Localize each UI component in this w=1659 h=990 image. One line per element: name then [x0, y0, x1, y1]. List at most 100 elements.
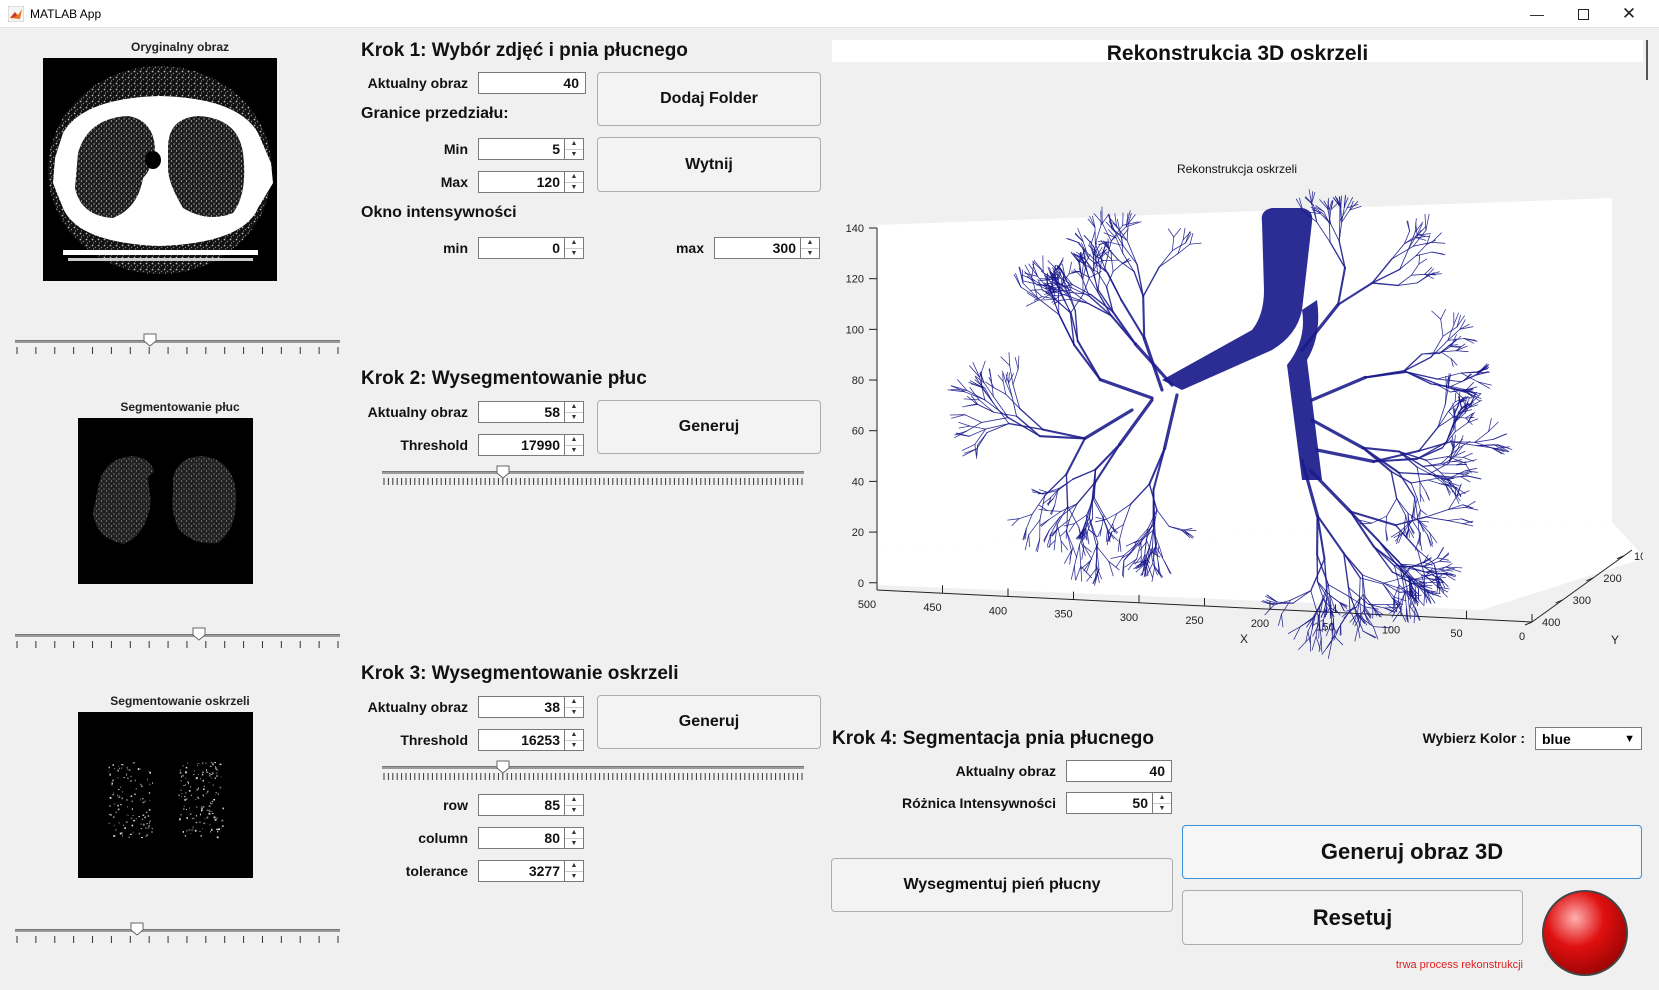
spin-down-icon[interactable]: ▼	[570, 872, 578, 880]
column-value[interactable]: 80	[478, 827, 564, 849]
spin-up-icon[interactable]: ▲	[565, 402, 583, 413]
row-value[interactable]: 85	[478, 794, 564, 816]
column-spinner[interactable]: 80 ▲ ▼	[478, 827, 584, 849]
bronchi-image-slider[interactable]	[15, 919, 340, 949]
spin-up-icon[interactable]: ▲	[565, 139, 583, 150]
bronchi-pixel	[131, 824, 134, 827]
slider-thumb[interactable]	[496, 760, 510, 774]
slider-thumb[interactable]	[130, 922, 144, 936]
cut-button[interactable]: Wytnij	[597, 137, 821, 192]
bronchus-branch	[1454, 398, 1464, 403]
bronchi-pixel	[216, 817, 218, 819]
step3-generate-button[interactable]: Generuj	[597, 695, 821, 749]
bronchus-branch	[1437, 411, 1449, 428]
tolerance-value[interactable]: 3277	[478, 860, 564, 882]
step2-generate-button[interactable]: Generuj	[597, 400, 821, 454]
bronchus-branch	[1147, 563, 1153, 578]
add-folder-button[interactable]: Dodaj Folder	[597, 72, 821, 126]
max-spinner[interactable]: 120 ▲ ▼	[478, 171, 584, 193]
slider-thumb[interactable]	[143, 333, 157, 347]
bronchi-pixel	[117, 777, 119, 779]
close-button[interactable]: ✕	[1606, 0, 1652, 28]
original-image-slider[interactable]	[15, 330, 340, 360]
spin-up-icon[interactable]: ▲	[565, 730, 583, 741]
reset-button[interactable]: Resetuj	[1182, 890, 1523, 945]
tolerance-spinner[interactable]: 3277 ▲ ▼	[478, 860, 584, 882]
maximize-button[interactable]	[1560, 0, 1606, 28]
lungs-image-slider[interactable]	[15, 624, 340, 654]
bronchus-branch	[1011, 396, 1017, 417]
bronchus-branch	[1440, 351, 1452, 360]
slider-thumb[interactable]	[496, 465, 510, 479]
max-value[interactable]: 120	[478, 171, 564, 193]
spin-up-icon[interactable]: ▲	[565, 238, 583, 249]
spin-down-icon[interactable]: ▼	[570, 839, 578, 847]
bronchi-pixel	[141, 785, 143, 787]
window-min-spinner[interactable]: 0 ▲ ▼	[478, 237, 584, 259]
generate-3d-button[interactable]: Generuj obraz 3D	[1182, 825, 1642, 879]
spin-down-icon[interactable]: ▼	[570, 741, 578, 749]
spin-down-icon[interactable]: ▼	[570, 446, 578, 454]
bronchi-pixel	[201, 773, 204, 776]
step3-current-spinner[interactable]: 38 ▲ ▼	[478, 696, 584, 718]
step3-current-value[interactable]: 38	[478, 696, 564, 718]
step3-threshold-value[interactable]: 16253	[478, 729, 564, 751]
bronchus-branch	[969, 365, 981, 378]
min-spinner[interactable]: 5 ▲ ▼	[478, 138, 584, 160]
intensity-diff-spinner[interactable]: 50 ▲ ▼	[1066, 792, 1172, 814]
bronchus-branch	[1063, 550, 1072, 564]
window-max-value[interactable]: 300	[714, 237, 800, 259]
bronchus-branch	[1058, 478, 1074, 489]
spin-down-icon[interactable]: ▼	[570, 708, 578, 716]
trachea	[1162, 208, 1313, 390]
bronchus-branch	[1122, 221, 1139, 226]
spin-down-icon[interactable]: ▼	[570, 150, 578, 158]
spin-up-icon[interactable]: ▲	[1153, 793, 1171, 804]
spin-down-icon[interactable]: ▼	[570, 249, 578, 257]
bronchus-branch	[1418, 258, 1428, 265]
bronchus-branch	[1398, 584, 1412, 596]
step4-current-field[interactable]: 40	[1066, 760, 1172, 782]
step2-threshold-slider[interactable]	[382, 464, 804, 494]
spin-down-icon[interactable]: ▼	[1158, 804, 1166, 812]
spin-up-icon[interactable]: ▲	[801, 238, 819, 249]
spin-up-icon[interactable]: ▲	[565, 861, 583, 872]
bronchi-3d-plot[interactable]: Rekonstrukcja oskrzeli140120100806040200…	[832, 150, 1643, 660]
spin-down-icon[interactable]: ▼	[570, 183, 578, 191]
spin-up-icon[interactable]: ▲	[565, 435, 583, 446]
min-value[interactable]: 5	[478, 138, 564, 160]
x-tick-label: 200	[1251, 618, 1269, 630]
bronchus-branch	[1158, 250, 1173, 268]
spin-up-icon[interactable]: ▲	[565, 795, 583, 806]
intensity-diff-value[interactable]: 50	[1066, 792, 1152, 814]
step2-threshold-value[interactable]: 17990	[478, 434, 564, 456]
step2-current-spinner[interactable]: 58 ▲ ▼	[478, 401, 584, 423]
bronchus-branch	[1398, 450, 1418, 468]
bronchus-branch	[1315, 205, 1325, 212]
spin-up-icon[interactable]: ▲	[565, 697, 583, 708]
spin-down-icon[interactable]: ▼	[806, 249, 814, 257]
step2-threshold-spinner[interactable]: 17990 ▲ ▼	[478, 434, 584, 456]
segment-trunk-button[interactable]: Wysegmentuj pień płucny	[831, 858, 1173, 912]
bronchus-branch	[970, 395, 979, 405]
window-min-value[interactable]: 0	[478, 237, 564, 259]
spin-down-icon[interactable]: ▼	[570, 413, 578, 421]
bronchus-branch	[1410, 482, 1418, 500]
bronchus-branch	[984, 381, 995, 388]
slider-thumb[interactable]	[192, 627, 206, 641]
window-max-spinner[interactable]: 300 ▲ ▼	[714, 237, 820, 259]
minimize-button[interactable]: —	[1514, 0, 1560, 28]
color-dropdown[interactable]: blue ▼	[1535, 727, 1642, 750]
step1-current-field[interactable]: 40	[478, 72, 586, 94]
spin-up-icon[interactable]: ▲	[565, 828, 583, 839]
bronchus-branch	[1454, 392, 1457, 403]
spin-down-icon[interactable]: ▼	[570, 806, 578, 814]
step3-threshold-slider[interactable]	[382, 759, 804, 789]
row-spinner[interactable]: 85 ▲ ▼	[478, 794, 584, 816]
spin-up-icon[interactable]: ▲	[565, 172, 583, 183]
step3-threshold-spinner[interactable]: 16253 ▲ ▼	[478, 729, 584, 751]
bronchus-branch	[1329, 241, 1346, 269]
step2-current-value[interactable]: 58	[478, 401, 564, 423]
bronchus-branch	[1452, 461, 1463, 463]
bronchus-branch	[1014, 357, 1019, 370]
